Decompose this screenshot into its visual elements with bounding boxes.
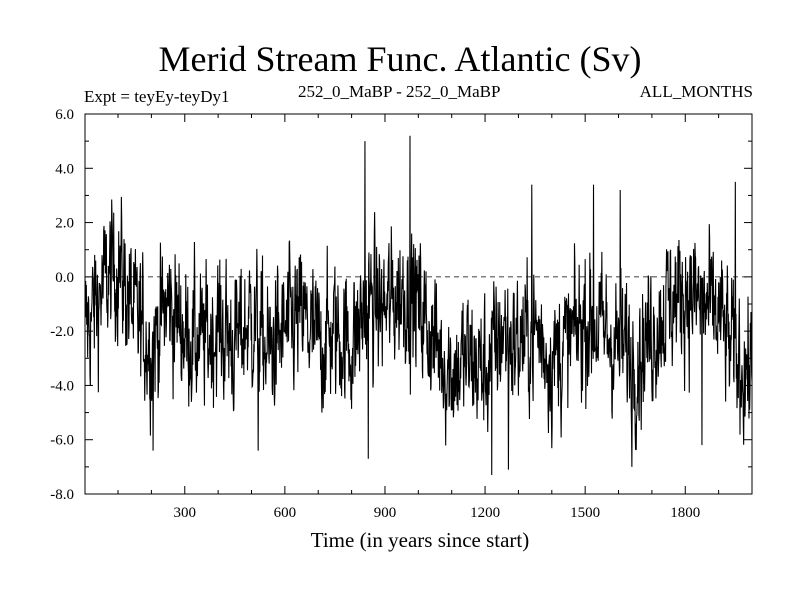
x-tick-label: 1500	[570, 505, 600, 521]
months-label: ALL_MONTHS	[639, 82, 753, 101]
x-tick-label: 1200	[470, 505, 500, 521]
series-layer	[84, 135, 753, 476]
chart-title: Merid Stream Func. Atlantic (Sv)	[158, 39, 642, 79]
y-tick-label: 0.0	[55, 270, 74, 286]
difference-label: 252_0_MaBP - 252_0_MaBP	[298, 82, 501, 101]
x-tick-label: 900	[374, 505, 397, 521]
y-tick-label: 6.0	[55, 107, 74, 123]
y-tick-label: 4.0	[55, 161, 74, 177]
x-tick-label: 300	[174, 505, 197, 521]
y-tick-label: -8.0	[50, 487, 74, 503]
x-tick-label: 1800	[670, 505, 700, 521]
x-tick-label: 600	[274, 505, 297, 521]
series-line	[84, 135, 753, 476]
axis-ticks: 300 600 900 1200 1500 1800 -8.0 -6.0 -4.0 -2.0 0.0…	[50, 107, 752, 521]
y-tick-label: -4.0	[50, 378, 74, 394]
experiment-label: Expt = teyEy-teyDy1	[84, 87, 230, 106]
y-tick-label: -6.0	[50, 433, 74, 449]
y-tick-label: -2.0	[50, 324, 74, 340]
y-tick-label: 2.0	[55, 216, 74, 232]
x-axis-label: Time (in years since start)	[310, 528, 530, 552]
